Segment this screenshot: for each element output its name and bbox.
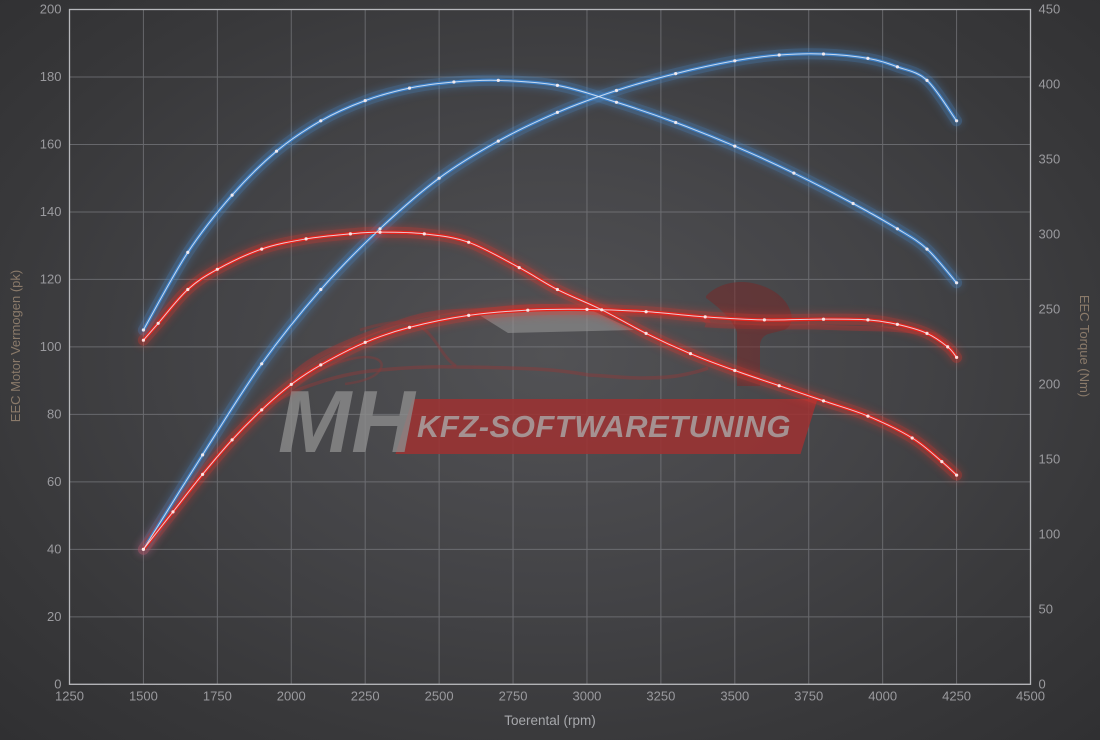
svg-text:50: 50: [1039, 601, 1053, 616]
svg-text:2750: 2750: [499, 688, 528, 703]
svg-text:20: 20: [47, 609, 61, 624]
svg-text:250: 250: [1039, 301, 1061, 316]
svg-text:3250: 3250: [646, 688, 675, 703]
svg-text:180: 180: [40, 69, 62, 84]
svg-text:2250: 2250: [351, 688, 380, 703]
svg-text:160: 160: [40, 136, 62, 151]
svg-text:350: 350: [1039, 151, 1061, 166]
svg-text:100: 100: [1039, 526, 1061, 541]
svg-text:3000: 3000: [572, 688, 601, 703]
svg-text:3500: 3500: [720, 688, 749, 703]
svg-text:40: 40: [47, 541, 61, 556]
svg-text:MH: MH: [278, 372, 417, 471]
svg-text:200: 200: [40, 2, 62, 17]
svg-text:0: 0: [1039, 676, 1046, 691]
svg-text:Toerental (rpm): Toerental (rpm): [504, 713, 596, 728]
svg-text:100: 100: [40, 339, 62, 354]
svg-text:300: 300: [1039, 226, 1061, 241]
svg-text:450: 450: [1039, 2, 1061, 17]
svg-text:140: 140: [40, 204, 62, 219]
svg-text:80: 80: [47, 406, 61, 421]
svg-text:1500: 1500: [129, 688, 158, 703]
svg-text:KFZ-SOFTWARETUNING: KFZ-SOFTWARETUNING: [417, 409, 791, 444]
svg-text:120: 120: [40, 271, 62, 286]
svg-text:400: 400: [1039, 76, 1061, 91]
svg-text:0: 0: [54, 676, 61, 691]
svg-text:3750: 3750: [794, 688, 823, 703]
svg-text:150: 150: [1039, 451, 1061, 466]
svg-text:2500: 2500: [425, 688, 454, 703]
svg-text:2000: 2000: [277, 688, 306, 703]
svg-text:EEC Motor Vermogen (pk): EEC Motor Vermogen (pk): [8, 270, 23, 422]
svg-text:4250: 4250: [942, 688, 971, 703]
svg-text:60: 60: [47, 474, 61, 489]
svg-text:200: 200: [1039, 376, 1061, 391]
svg-text:4000: 4000: [868, 688, 897, 703]
svg-text:1750: 1750: [203, 688, 232, 703]
svg-text:EEC Torque (Nm): EEC Torque (Nm): [1077, 295, 1092, 397]
